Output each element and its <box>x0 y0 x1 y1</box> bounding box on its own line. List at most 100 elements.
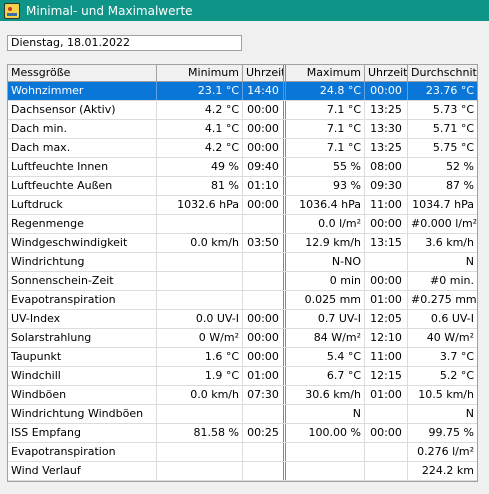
cell-maximum: 7.1 °C <box>286 120 365 138</box>
cell-minimum: 0.0 UV-I <box>157 310 243 328</box>
cell-average: 1034.7 hPa <box>412 198 474 211</box>
cell-max-time: 00:00 <box>365 215 408 233</box>
cell-average: N <box>465 407 474 420</box>
date-field[interactable]: Dienstag, 18.01.2022 <box>7 35 242 51</box>
table-row[interactable]: UV-Index 0.0 UV-I 00:00 0.7 UV-I 12:05 0.6 UV… <box>8 310 477 329</box>
cell-maximum: 24.8 °C <box>286 82 365 100</box>
cell-min-time <box>243 215 286 233</box>
cell-maximum: N <box>286 405 365 423</box>
cell-min-time <box>243 253 286 271</box>
cell-min-time <box>243 272 286 290</box>
cell-minimum: 81 % <box>157 177 243 195</box>
cell-minimum: 23.1 °C <box>157 82 243 100</box>
cell-min-time: 00:25 <box>243 424 286 442</box>
cell-max-time <box>365 405 408 423</box>
table-row[interactable]: Dach min. 4.1 °C 00:00 7.1 °C 13:30 5.71 °C <box>8 120 477 139</box>
cell-messgroesse: Taupunkt <box>8 348 157 366</box>
cell-messgroesse: Windchill <box>8 367 157 385</box>
app-weather-icon[interactable] <box>4 2 20 19</box>
cell-minimum: 0.0 km/h <box>157 234 243 252</box>
cell-max-time: 00:00 <box>365 272 408 290</box>
cell-average: 23.76 °C <box>425 84 474 97</box>
cell-maximum: 93 % <box>286 177 365 195</box>
table-row[interactable]: Windgeschwindigkeit 0.0 km/h 03:50 12.9 km/… <box>8 234 477 253</box>
table-row[interactable]: Luftdruck 1032.6 hPa 00:00 1036.4 hPa 11:00 1… <box>8 196 477 215</box>
table-row[interactable]: Regenmenge 0.0 l/m² 00:00 #0.000 l/m² <box>8 215 477 234</box>
column-header-maximum[interactable]: Maximum <box>286 65 365 81</box>
cell-min-time: 01:00 <box>243 367 286 385</box>
table-row[interactable]: Windchill 1.9 °C 01:00 6.7 °C 12:15 5.2 °C <box>8 367 477 386</box>
column-header-messgroesse[interactable]: Messgröße <box>8 65 157 81</box>
cell-messgroesse: Evapotranspiration <box>8 291 157 309</box>
table-row[interactable]: Sonnenschein-Zeit 0 min 00:00 #0 min. <box>8 272 477 291</box>
cell-average: 40 W/m² <box>426 331 474 344</box>
cell-messgroesse: Luftfeuchte Innen <box>8 158 157 176</box>
table-row[interactable]: Evapotranspiration 0.276 l/m² <box>8 443 477 462</box>
cell-max-time <box>365 253 408 271</box>
table-header-row: Messgröße Minimum Uhrzeit Maximum Uhrzei… <box>8 65 477 82</box>
cell-min-time: 03:50 <box>243 234 286 252</box>
cell-maximum: 5.4 °C <box>286 348 365 366</box>
title-bar[interactable]: Minimal- und Maximalwerte <box>0 0 489 21</box>
cell-maximum: 0.7 UV-I <box>286 310 365 328</box>
cell-max-time: 13:30 <box>365 120 408 138</box>
cell-min-time: 00:00 <box>243 101 286 119</box>
cell-messgroesse: Evapotranspiration <box>8 443 157 461</box>
cell-maximum: 55 % <box>286 158 365 176</box>
cell-average: 224.2 km <box>421 464 474 477</box>
table-row[interactable]: Wind Verlauf 224.2 km <box>8 462 477 481</box>
cell-maximum: 6.7 °C <box>286 367 365 385</box>
column-header-average[interactable]: Durchschnitt <box>411 66 477 79</box>
cell-average: #0 min. <box>430 274 474 287</box>
cell-max-time: 11:00 <box>365 348 408 366</box>
cell-max-time: 09:30 <box>365 177 408 195</box>
cell-max-time: 12:10 <box>365 329 408 347</box>
column-header-min-time[interactable]: Uhrzeit <box>243 65 286 81</box>
cell-max-time: 08:00 <box>365 158 408 176</box>
table-row[interactable]: Evapotranspiration 0.025 mm 01:00 #0.275 mm <box>8 291 477 310</box>
window-footer <box>0 486 489 494</box>
cell-maximum: 100.00 % <box>286 424 365 442</box>
cell-min-time: 09:40 <box>243 158 286 176</box>
cell-maximum: 7.1 °C <box>286 101 365 119</box>
cell-max-time: 13:15 <box>365 234 408 252</box>
cell-minimum <box>157 291 243 309</box>
cell-max-time: 00:00 <box>365 82 408 100</box>
cell-average: 5.75 °C <box>432 141 474 154</box>
table-row[interactable]: Solarstrahlung 0 W/m² 00:00 84 W/m² 12:10 40 … <box>8 329 477 348</box>
cell-max-time: 13:25 <box>365 139 408 157</box>
cell-minimum <box>157 405 243 423</box>
cell-average: 0.6 UV-I <box>430 312 474 325</box>
cell-max-time: 11:00 <box>365 196 408 214</box>
table-row[interactable]: Luftfeuchte Innen 49 % 09:40 55 % 08:00 52 % <box>8 158 477 177</box>
cell-messgroesse: Solarstrahlung <box>8 329 157 347</box>
cell-minimum: 1.6 °C <box>157 348 243 366</box>
cell-minimum: 49 % <box>157 158 243 176</box>
cell-maximum: N-NO <box>286 253 365 271</box>
cell-min-time: 07:30 <box>243 386 286 404</box>
values-table: Messgröße Minimum Uhrzeit Maximum Uhrzei… <box>7 64 478 482</box>
column-header-max-time[interactable]: Uhrzeit <box>365 65 408 81</box>
table-row[interactable]: Taupunkt 1.6 °C 00:00 5.4 °C 11:00 3.7 °C <box>8 348 477 367</box>
table-row[interactable]: Windrichtung Windböen N N <box>8 405 477 424</box>
cell-minimum: 4.2 °C <box>157 101 243 119</box>
table-row[interactable]: Windrichtung N-NO N <box>8 253 477 272</box>
table-body: Wohnzimmer 23.1 °C 14:40 24.8 °C 00:00 23.76 … <box>8 82 477 481</box>
table-row[interactable]: Wohnzimmer 23.1 °C 14:40 24.8 °C 00:00 23.76 … <box>8 82 477 101</box>
cell-min-time: 00:00 <box>243 196 286 214</box>
table-row[interactable]: ISS Empfang 81.58 % 00:25 100.00 % 00:00 99.7… <box>8 424 477 443</box>
table-row[interactable]: Dachsensor (Aktiv) 4.2 °C 00:00 7.1 °C 13:25… <box>8 101 477 120</box>
cell-max-time: 12:15 <box>365 367 408 385</box>
window-title: Minimal- und Maximalwerte <box>26 3 193 18</box>
cell-minimum: 0 W/m² <box>157 329 243 347</box>
cell-minimum <box>157 215 243 233</box>
cell-min-time: 00:00 <box>243 310 286 328</box>
cell-maximum: 0 min <box>286 272 365 290</box>
table-row[interactable]: Windböen 0.0 km/h 07:30 30.6 km/h 01:00 10.5 … <box>8 386 477 405</box>
table-row[interactable]: Luftfeuchte Außen 81 % 01:10 93 % 09:30 87 % <box>8 177 477 196</box>
cell-minimum <box>157 272 243 290</box>
cell-average: 5.73 °C <box>432 103 474 116</box>
table-row[interactable]: Dach max. 4.2 °C 00:00 7.1 °C 13:25 5.75 °C <box>8 139 477 158</box>
cell-min-time: 00:00 <box>243 139 286 157</box>
column-header-minimum[interactable]: Minimum <box>157 65 243 81</box>
